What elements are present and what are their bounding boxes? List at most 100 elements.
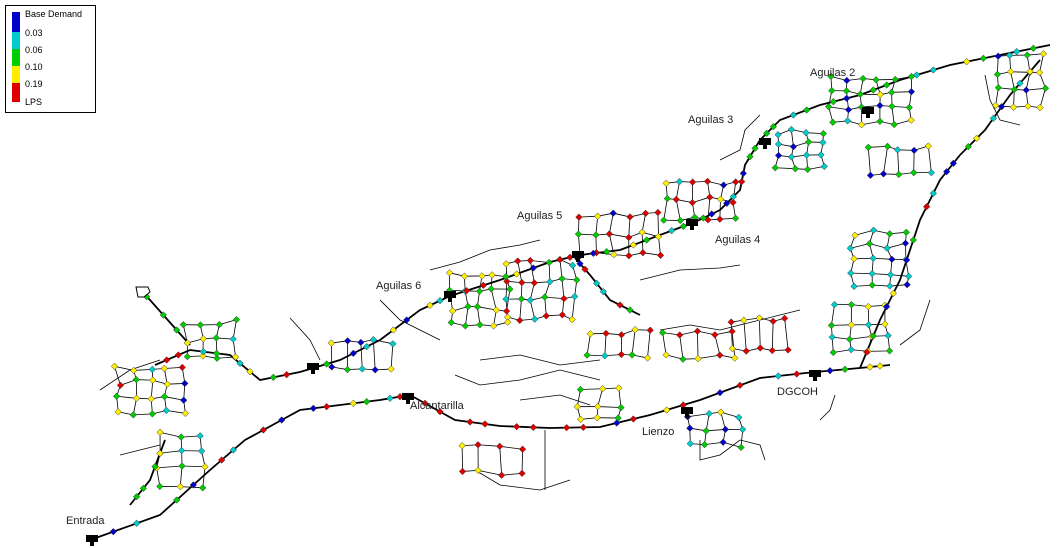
junction-node	[843, 117, 852, 125]
junction-node	[868, 281, 876, 289]
junction-node	[1041, 84, 1050, 92]
junction-node	[1029, 44, 1037, 52]
junction-node	[688, 178, 697, 186]
junction-node	[389, 326, 397, 334]
junction-node	[851, 231, 859, 239]
junction-node	[686, 439, 694, 448]
junction-node	[886, 282, 894, 290]
junction-node	[369, 336, 377, 344]
junction-node	[481, 420, 489, 428]
tank-icon	[809, 370, 821, 381]
junction-node	[196, 321, 205, 329]
junction-node	[787, 153, 796, 161]
junction-node	[662, 179, 670, 187]
junction-node	[716, 389, 724, 397]
junction-node	[881, 320, 889, 328]
junction-node	[283, 371, 291, 379]
junction-node	[496, 442, 504, 450]
junction-node	[603, 248, 611, 256]
junction-node	[907, 116, 915, 124]
junction-node	[109, 528, 117, 536]
junction-node	[702, 427, 710, 435]
junction-node	[213, 354, 221, 362]
label-aguilas-2: Aguilas 2	[810, 67, 856, 79]
junction-node	[869, 332, 877, 340]
junction-node	[1009, 103, 1018, 111]
tank-icon	[572, 251, 584, 262]
main-pipes	[89, 44, 1051, 541]
junction-node	[876, 117, 884, 126]
junction-node	[530, 279, 538, 287]
junction-node	[828, 333, 836, 341]
junction-node	[201, 463, 209, 471]
junction-node	[869, 86, 877, 94]
junction-node	[593, 212, 602, 220]
junction-node	[232, 315, 241, 324]
junction-node	[112, 392, 121, 400]
junction-node	[602, 329, 610, 338]
junction-node	[448, 307, 457, 315]
junction-node	[888, 255, 896, 263]
junction-node	[615, 384, 623, 392]
junction-node	[826, 367, 834, 375]
junction-node	[212, 334, 220, 342]
label-entrada: Entrada	[66, 515, 105, 527]
legend-swatch-1	[12, 32, 20, 49]
junction-node	[487, 285, 495, 293]
junction-node	[876, 90, 884, 99]
junction-node	[663, 194, 671, 203]
junction-node	[923, 203, 931, 211]
junction-node	[1035, 68, 1044, 77]
junction-node	[160, 364, 168, 373]
junction-node	[688, 198, 697, 207]
junction-node	[693, 327, 702, 335]
reservoir-icon	[135, 286, 151, 298]
junction-node	[183, 339, 191, 347]
legend-swatch-4	[12, 83, 20, 102]
junction-node	[506, 285, 514, 293]
junction-node	[740, 316, 748, 324]
junction-node	[902, 228, 910, 236]
junction-node	[672, 195, 680, 204]
junction-node	[178, 446, 186, 455]
junction-node	[518, 445, 527, 453]
junction-node	[716, 215, 724, 223]
junction-node	[865, 240, 874, 248]
junction-node	[927, 169, 936, 177]
junction-node	[173, 496, 181, 504]
junction-node	[850, 282, 858, 291]
junction-node	[156, 482, 164, 491]
junction-node	[729, 198, 737, 207]
junction-node	[349, 399, 357, 407]
junction-node	[735, 413, 743, 422]
junction-node	[1022, 86, 1030, 94]
junction-node	[129, 411, 137, 419]
junction-node	[793, 370, 801, 378]
junction-node	[593, 414, 601, 422]
junction-node	[460, 272, 469, 280]
junction-node	[436, 408, 444, 416]
junction-node	[847, 301, 856, 309]
junction-node	[819, 138, 827, 147]
junction-node	[993, 70, 1002, 79]
junction-node	[784, 346, 792, 354]
junction-node	[857, 103, 866, 111]
junction-node	[1039, 50, 1048, 58]
junction-node	[514, 257, 522, 265]
junction-node	[819, 129, 828, 138]
junction-node	[973, 134, 981, 142]
junction-node	[991, 101, 1000, 110]
junction-node	[889, 289, 897, 297]
junction-node	[820, 162, 828, 171]
junction-node	[625, 252, 633, 260]
junction-node	[888, 88, 896, 96]
junction-node	[488, 271, 496, 279]
junction-node	[199, 335, 207, 343]
junction-node	[463, 287, 471, 295]
junction-node	[598, 385, 607, 393]
junction-node	[323, 403, 331, 411]
junction-node	[571, 292, 579, 301]
junction-nodes	[109, 44, 1050, 536]
junction-node	[518, 278, 526, 287]
junction-node	[886, 271, 895, 279]
